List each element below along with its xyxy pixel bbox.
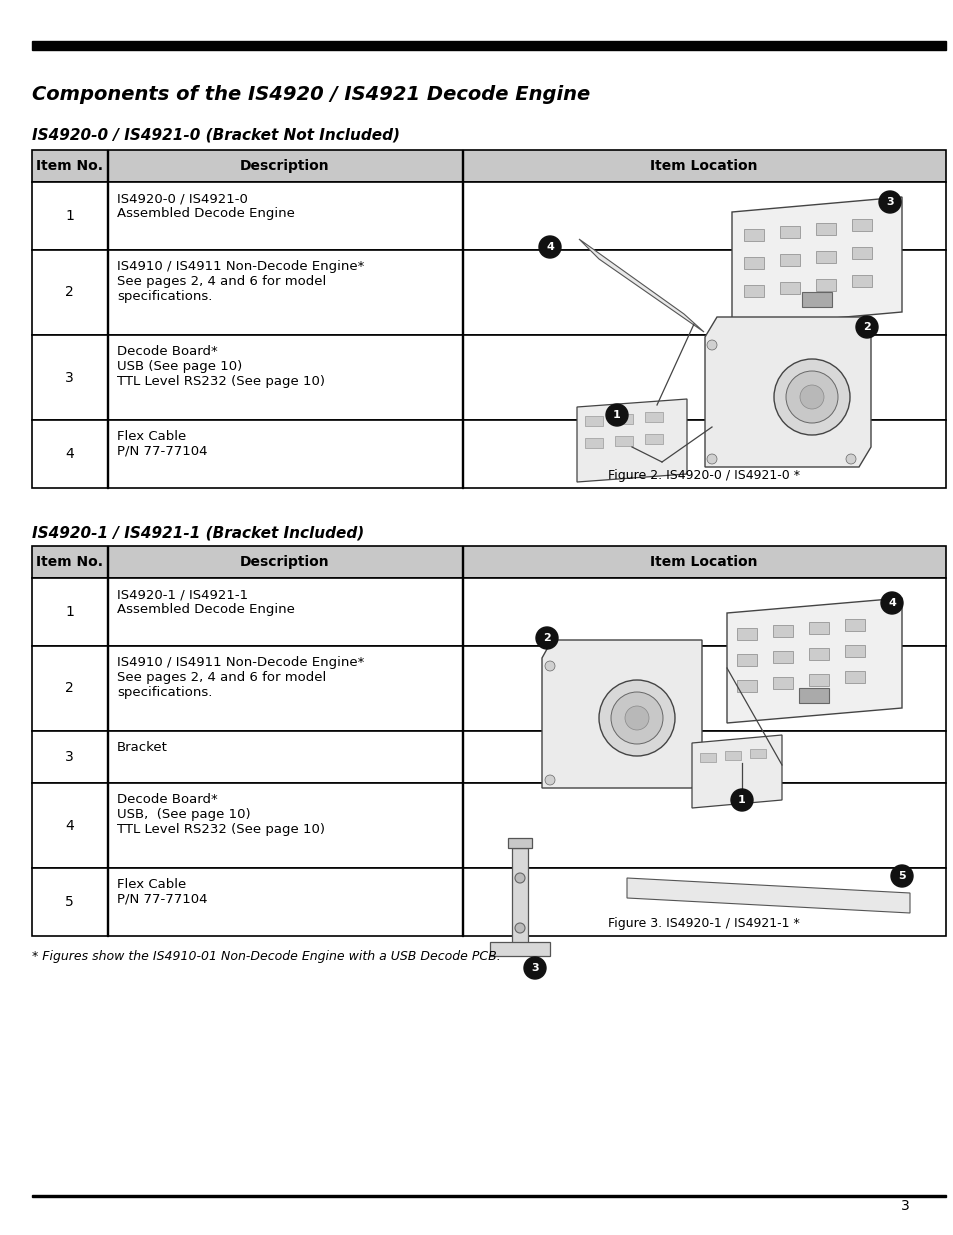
- Text: * Figures show the IS4910-01 Non-Decode Engine with a USB Decode PCB.: * Figures show the IS4910-01 Non-Decode …: [32, 950, 500, 963]
- FancyBboxPatch shape: [615, 414, 633, 425]
- Circle shape: [515, 873, 524, 883]
- FancyBboxPatch shape: [584, 438, 602, 448]
- FancyBboxPatch shape: [772, 677, 792, 689]
- Circle shape: [773, 359, 849, 435]
- FancyBboxPatch shape: [772, 625, 792, 637]
- FancyBboxPatch shape: [743, 257, 763, 269]
- FancyBboxPatch shape: [32, 335, 945, 420]
- FancyBboxPatch shape: [32, 646, 945, 731]
- Circle shape: [730, 789, 752, 811]
- FancyBboxPatch shape: [737, 629, 757, 640]
- Text: IS4920-1 / IS4921-1 (Bracket Included): IS4920-1 / IS4921-1 (Bracket Included): [32, 526, 364, 541]
- FancyBboxPatch shape: [512, 848, 527, 948]
- Text: Decode Board*
USB (See page 10)
TTL Level RS232 (See page 10): Decode Board* USB (See page 10) TTL Leve…: [117, 345, 325, 388]
- Text: 4: 4: [887, 598, 895, 608]
- Circle shape: [544, 661, 555, 671]
- Text: 5: 5: [65, 895, 73, 909]
- FancyBboxPatch shape: [32, 182, 945, 249]
- Text: 2: 2: [542, 634, 550, 643]
- Text: 1: 1: [65, 605, 74, 619]
- Polygon shape: [541, 640, 701, 788]
- FancyBboxPatch shape: [507, 839, 532, 848]
- Text: IS4920-0 / IS4921-0 (Bracket Not Included): IS4920-0 / IS4921-0 (Bracket Not Include…: [32, 127, 399, 142]
- Circle shape: [706, 340, 717, 350]
- FancyBboxPatch shape: [851, 275, 871, 288]
- Text: 3: 3: [885, 198, 893, 207]
- Circle shape: [890, 864, 912, 887]
- FancyBboxPatch shape: [32, 249, 945, 335]
- Text: Figure 2. IS4920-0 / IS4921-0 *: Figure 2. IS4920-0 / IS4921-0 *: [607, 468, 800, 482]
- FancyBboxPatch shape: [808, 648, 828, 659]
- Text: Description: Description: [239, 159, 329, 173]
- Text: 1: 1: [738, 795, 745, 805]
- FancyBboxPatch shape: [749, 748, 765, 758]
- FancyBboxPatch shape: [724, 751, 740, 760]
- Text: IS4910 / IS4911 Non-Decode Engine*
See pages 2, 4 and 6 for model
specifications: IS4910 / IS4911 Non-Decode Engine* See p…: [117, 261, 364, 303]
- Text: 2: 2: [65, 285, 73, 300]
- FancyBboxPatch shape: [32, 783, 945, 868]
- Text: 3: 3: [65, 750, 73, 764]
- Polygon shape: [726, 598, 901, 722]
- Polygon shape: [704, 317, 870, 467]
- Circle shape: [515, 923, 524, 932]
- FancyBboxPatch shape: [32, 578, 945, 646]
- Circle shape: [785, 370, 837, 424]
- FancyBboxPatch shape: [32, 1195, 945, 1197]
- FancyBboxPatch shape: [644, 433, 662, 445]
- Circle shape: [598, 680, 675, 756]
- Text: 2: 2: [862, 322, 870, 332]
- Text: Flex Cable
P/N 77-77104: Flex Cable P/N 77-77104: [117, 878, 208, 906]
- Text: 2: 2: [65, 682, 73, 695]
- FancyBboxPatch shape: [32, 149, 945, 182]
- Text: Figure 3. IS4920-1 / IS4921-1 *: Figure 3. IS4920-1 / IS4921-1 *: [607, 916, 799, 930]
- Text: 1: 1: [613, 410, 620, 420]
- Circle shape: [536, 627, 558, 650]
- Circle shape: [845, 454, 855, 464]
- FancyBboxPatch shape: [799, 688, 828, 703]
- FancyBboxPatch shape: [32, 868, 945, 936]
- FancyBboxPatch shape: [644, 412, 662, 422]
- Polygon shape: [577, 399, 686, 482]
- FancyBboxPatch shape: [32, 731, 945, 783]
- Circle shape: [538, 236, 560, 258]
- Text: 5: 5: [897, 871, 904, 881]
- FancyBboxPatch shape: [737, 655, 757, 666]
- FancyBboxPatch shape: [737, 680, 757, 692]
- Text: 3: 3: [531, 963, 538, 973]
- FancyBboxPatch shape: [32, 420, 945, 488]
- Text: 1: 1: [65, 209, 74, 224]
- Text: 4: 4: [65, 447, 73, 461]
- Text: IS4920-1 / IS4921-1
Assembled Decode Engine: IS4920-1 / IS4921-1 Assembled Decode Eng…: [117, 588, 294, 616]
- FancyBboxPatch shape: [808, 674, 828, 685]
- FancyBboxPatch shape: [780, 253, 800, 266]
- FancyBboxPatch shape: [815, 251, 835, 263]
- FancyBboxPatch shape: [780, 226, 800, 238]
- Text: Item No.: Item No.: [36, 555, 103, 569]
- FancyBboxPatch shape: [743, 285, 763, 296]
- FancyBboxPatch shape: [844, 619, 864, 631]
- Text: Description: Description: [239, 555, 329, 569]
- FancyBboxPatch shape: [780, 282, 800, 294]
- Circle shape: [706, 454, 717, 464]
- Text: 4: 4: [545, 242, 554, 252]
- FancyBboxPatch shape: [490, 942, 550, 956]
- Text: Decode Board*
USB,  (See page 10)
TTL Level RS232 (See page 10): Decode Board* USB, (See page 10) TTL Lev…: [117, 793, 325, 836]
- Text: IS4910 / IS4911 Non-Decode Engine*
See pages 2, 4 and 6 for model
specifications: IS4910 / IS4911 Non-Decode Engine* See p…: [117, 656, 364, 699]
- FancyBboxPatch shape: [815, 222, 835, 235]
- Text: Item Location: Item Location: [650, 159, 757, 173]
- Text: 3: 3: [901, 1199, 909, 1213]
- Text: 3: 3: [65, 370, 73, 384]
- Polygon shape: [578, 240, 703, 332]
- FancyBboxPatch shape: [772, 651, 792, 663]
- Circle shape: [544, 776, 555, 785]
- Text: Components of the IS4920 / IS4921 Decode Engine: Components of the IS4920 / IS4921 Decode…: [32, 85, 590, 104]
- Polygon shape: [626, 878, 909, 913]
- Circle shape: [800, 385, 823, 409]
- Circle shape: [878, 191, 900, 212]
- Circle shape: [523, 957, 545, 979]
- Polygon shape: [691, 735, 781, 808]
- Text: Item No.: Item No.: [36, 159, 103, 173]
- Circle shape: [605, 404, 627, 426]
- FancyBboxPatch shape: [844, 671, 864, 683]
- FancyBboxPatch shape: [743, 228, 763, 241]
